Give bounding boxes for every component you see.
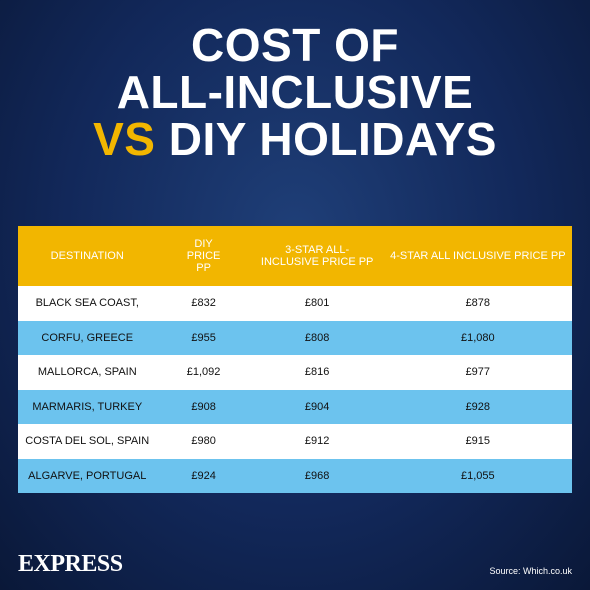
price-cell: £1,092 [156, 355, 251, 390]
table-row: CORFU, GREECE £955 £808 £1,080 [18, 320, 572, 355]
table-row: ALGARVE, PORTUGAL £924 £968 £1,055 [18, 458, 572, 493]
price-cell: £908 [156, 389, 251, 424]
table-row: COSTA DEL SOL, SPAIN £980 £912 £915 [18, 424, 572, 459]
title-line: COST OF [191, 19, 399, 71]
price-cell: £1,055 [383, 458, 572, 493]
title-line: ALL-INCLUSIVE [116, 66, 474, 118]
table-row: MARMARIS, TURKEY £908 £904 £928 [18, 389, 572, 424]
destination-cell: CORFU, GREECE [18, 320, 157, 355]
price-cell: £977 [383, 355, 572, 390]
table-row: MALLORCA, SPAIN £1,092 £816 £977 [18, 355, 572, 390]
price-cell: £832 [156, 286, 251, 321]
title-highlight: VS [93, 113, 156, 165]
price-cell: £968 [250, 458, 384, 493]
header-row: DESTINATION DIY PRICE PP 3-STAR ALL-INCLUS… [18, 226, 572, 286]
column-header: 3-STAR ALL-INCLUSIVE PRICE PP [250, 226, 384, 286]
brand-logo: EXPRESS [18, 551, 123, 577]
price-cell: £801 [250, 286, 384, 321]
table-body: BLACK SEA COAST, £832 £801 £878 CORFU, GREEC… [18, 286, 572, 493]
price-cell: £928 [383, 389, 572, 424]
price-cell: £980 [156, 424, 251, 459]
price-cell: £955 [156, 320, 251, 355]
title: COST OF ALL-INCLUSIVE VS DIY HOLIDAYS [0, 22, 590, 163]
price-cell: £912 [250, 424, 384, 459]
destination-cell: ALGARVE, PORTUGAL [18, 458, 157, 493]
column-header: DIY PRICE PP [156, 226, 251, 286]
title-line: VS DIY HOLIDAYS [0, 116, 590, 163]
price-cell: £808 [250, 320, 384, 355]
destination-cell: MALLORCA, SPAIN [18, 355, 157, 390]
price-table: DESTINATION DIY PRICE PP 3-STAR ALL-INCLUS… [18, 226, 572, 493]
column-header: DESTINATION [18, 226, 157, 286]
title-text: DIY HOLIDAYS [168, 113, 497, 165]
price-cell: £816 [250, 355, 384, 390]
destination-cell: BLACK SEA COAST, [18, 286, 157, 321]
destination-cell: COSTA DEL SOL, SPAIN [18, 424, 157, 459]
price-cell: £878 [383, 286, 572, 321]
price-cell: £904 [250, 389, 384, 424]
column-header: 4-STAR ALL INCLUSIVE PRICE PP [383, 226, 572, 286]
price-cell: £1,080 [383, 320, 572, 355]
price-cell: £915 [383, 424, 572, 459]
price-cell: £924 [156, 458, 251, 493]
destination-cell: MARMARIS, TURKEY [18, 389, 157, 424]
source-note: Source: Which.co.uk [489, 566, 572, 576]
table-row: BLACK SEA COAST, £832 £801 £878 [18, 286, 572, 321]
